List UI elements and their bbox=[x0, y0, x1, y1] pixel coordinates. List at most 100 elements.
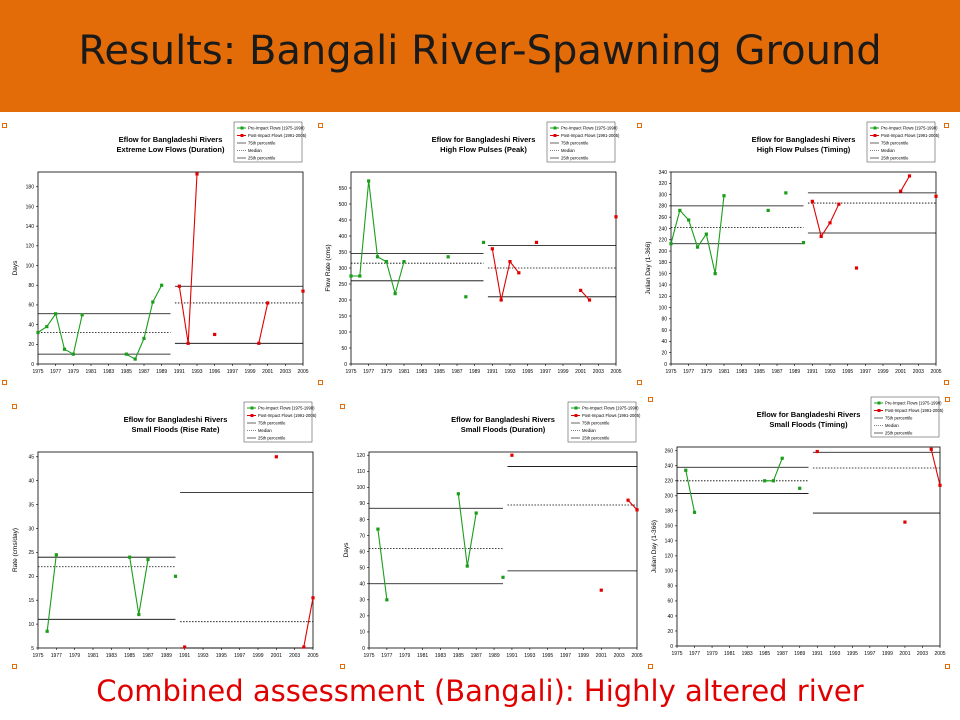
post-impact-series-line bbox=[627, 499, 638, 511]
pre-impact-data-point bbox=[146, 557, 150, 562]
y-tick-label: 280 bbox=[659, 204, 668, 210]
bullet-marker bbox=[12, 664, 17, 669]
chart-title: Eflow for Bangladeshi Rivers bbox=[752, 135, 856, 144]
x-tick-label: 1987 bbox=[138, 369, 149, 375]
post-impact-data-point bbox=[301, 289, 305, 293]
y-tick-label: 30 bbox=[28, 526, 34, 532]
x-tick-label: 1979 bbox=[701, 369, 712, 375]
post-impact-data-point bbox=[626, 498, 630, 502]
chart-legend: Pre-Impact Flows (1975-1990) Post-Impact … bbox=[866, 121, 940, 163]
bullet-marker bbox=[945, 664, 950, 669]
legend-box bbox=[233, 121, 303, 163]
legend-label: Pre-Impact Flows (1975-1990) bbox=[561, 126, 618, 131]
post-impact-series-line bbox=[258, 302, 269, 344]
x-tick-label: 1997 bbox=[860, 369, 871, 375]
x-tick-label: 1999 bbox=[244, 369, 255, 375]
legend-marker bbox=[553, 134, 557, 137]
post-impact-data-point bbox=[510, 453, 514, 457]
bullet-marker bbox=[648, 397, 653, 402]
chart-title: Eflow for Bangladeshi Rivers bbox=[757, 410, 861, 419]
pre-impact-data-point bbox=[780, 456, 784, 460]
pre-impact-data-point bbox=[771, 479, 776, 483]
x-tick-label: 1991 bbox=[506, 653, 517, 659]
x-tick-label: 1983 bbox=[742, 651, 753, 657]
y-tick-label: 40 bbox=[28, 478, 34, 484]
y-tick-label: 60 bbox=[667, 599, 673, 605]
legend-marker bbox=[873, 134, 877, 137]
bullet-marker bbox=[637, 123, 642, 128]
y-tick-label: 20 bbox=[667, 629, 673, 635]
post-impact-data-point bbox=[614, 215, 618, 219]
y-tick-label: 40 bbox=[359, 582, 365, 588]
post-impact-series-line bbox=[491, 248, 520, 301]
x-tick-label: 1991 bbox=[174, 369, 185, 375]
x-tick-label: 1991 bbox=[807, 369, 818, 375]
x-tick-label: 1977 bbox=[363, 369, 374, 375]
y-tick-label: 160 bbox=[26, 204, 35, 210]
post-impact-data-point bbox=[587, 298, 592, 302]
pre-impact-data-point bbox=[446, 255, 450, 259]
y-axis-label: Flow Rate (cms) bbox=[325, 244, 332, 291]
post-impact-data-point bbox=[186, 341, 190, 345]
x-tick-label: 1997 bbox=[540, 369, 551, 375]
post-impact-data-point bbox=[934, 194, 938, 198]
x-tick-label: 1993 bbox=[504, 369, 515, 375]
chart-subtitle: Small Floods (Rise Rate) bbox=[132, 425, 220, 434]
legend-label: Post-Impact Flows (1991-2005) bbox=[248, 133, 307, 138]
y-tick-label: 0 bbox=[344, 362, 347, 368]
y-tick-label: 20 bbox=[359, 614, 365, 620]
post-impact-data-point bbox=[517, 271, 521, 275]
bullet-marker bbox=[648, 664, 653, 669]
y-tick-label: 220 bbox=[659, 238, 668, 244]
y-tick-label: 5 bbox=[31, 646, 34, 652]
bullet-marker bbox=[340, 664, 345, 669]
x-tick-label: 1985 bbox=[124, 653, 135, 659]
post-impact-data-point bbox=[499, 298, 503, 302]
pre-impact-data-point bbox=[687, 218, 691, 222]
post-impact-data-point bbox=[311, 596, 315, 600]
y-tick-label: 180 bbox=[26, 185, 35, 191]
post-impact-series-line bbox=[303, 597, 314, 648]
legend-label: 75th percentile bbox=[881, 141, 909, 146]
pre-impact-series-line bbox=[685, 470, 696, 513]
y-tick-label: 260 bbox=[665, 449, 674, 455]
y-tick-label: 150 bbox=[339, 314, 348, 320]
y-tick-label: 450 bbox=[339, 218, 348, 224]
y-tick-label: 120 bbox=[659, 294, 668, 300]
legend-label: 75th percentile bbox=[582, 421, 610, 426]
y-tick-label: 20 bbox=[28, 574, 34, 580]
chart-legend: Pre-Impact Flows (1975-1990) Post-Impact … bbox=[233, 121, 307, 163]
post-impact-data-point bbox=[257, 341, 261, 345]
x-tick-label: 2005 bbox=[930, 369, 941, 375]
y-tick-label: 160 bbox=[659, 271, 668, 277]
pre-impact-data-point bbox=[456, 492, 460, 496]
chart-panel-5: Eflow for Bangladeshi Rivers Small Floods… bbox=[340, 400, 645, 662]
x-tick-label: 1981 bbox=[85, 369, 96, 375]
legend-marker bbox=[553, 126, 557, 130]
y-tick-label: 15 bbox=[28, 598, 34, 604]
pre-impact-data-point bbox=[766, 208, 770, 212]
pre-impact-data-point bbox=[481, 240, 486, 244]
post-impact-data-point bbox=[815, 449, 819, 454]
pre-impact-data-point bbox=[678, 208, 682, 212]
x-tick-label: 1997 bbox=[560, 653, 571, 659]
chart-title: Eflow for Bangladeshi Rivers bbox=[432, 135, 536, 144]
post-impact-data-point bbox=[195, 172, 199, 176]
y-tick-label: 100 bbox=[665, 569, 674, 575]
x-tick-label: 2005 bbox=[631, 653, 642, 659]
chart-title: Eflow for Bangladeshi Rivers bbox=[451, 415, 555, 424]
y-tick-label: 40 bbox=[28, 322, 34, 328]
legend-marker bbox=[574, 406, 578, 410]
pre-impact-series-line bbox=[377, 529, 388, 600]
x-tick-label: 1979 bbox=[381, 369, 392, 375]
x-tick-label: 2001 bbox=[575, 369, 586, 375]
x-tick-label: 1985 bbox=[453, 653, 464, 659]
x-tick-label: 2005 bbox=[307, 653, 318, 659]
pre-impact-data-point bbox=[784, 191, 788, 195]
post-impact-data-point bbox=[508, 260, 512, 264]
x-tick-label: 1975 bbox=[345, 369, 356, 375]
